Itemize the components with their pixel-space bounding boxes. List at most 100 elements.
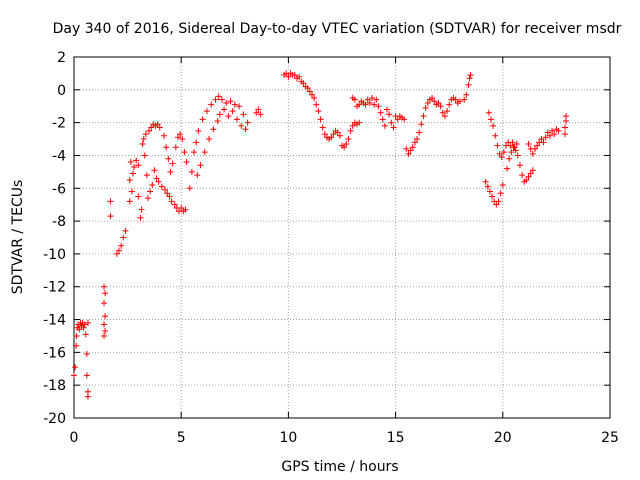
data-point (139, 140, 146, 147)
data-point (401, 116, 408, 123)
data-point (191, 149, 198, 156)
data-point (82, 331, 89, 338)
data-point (347, 127, 354, 134)
data-point (135, 162, 142, 169)
data-point (317, 116, 324, 123)
data-point (300, 80, 307, 87)
data-point (494, 142, 501, 149)
data-point (529, 150, 536, 157)
data-point (527, 170, 534, 177)
data-point (233, 116, 240, 123)
data-point (177, 131, 184, 138)
data-point (486, 188, 493, 195)
data-point (212, 96, 219, 103)
data-point (206, 136, 213, 143)
data-point (126, 198, 133, 205)
data-point (291, 72, 298, 79)
data-point (377, 109, 384, 116)
data-point (512, 147, 519, 154)
y-tick-label: 2 (57, 50, 66, 66)
data-point (330, 131, 337, 138)
data-point (373, 96, 380, 103)
data-point (188, 168, 195, 175)
data-point (343, 140, 350, 147)
data-point (178, 204, 185, 211)
data-point (236, 103, 243, 110)
data-point (437, 103, 444, 110)
data-point (128, 188, 135, 195)
x-tick-label: 5 (177, 430, 186, 446)
y-axis-label: SDTVAR / TECUs (10, 180, 26, 295)
data-point (131, 163, 138, 170)
data-point (356, 119, 363, 126)
data-point (140, 136, 147, 143)
data-point (311, 95, 318, 102)
data-point (147, 188, 154, 195)
data-point (167, 168, 174, 175)
y-tick-label: -12 (43, 280, 66, 296)
data-point (171, 201, 178, 208)
data-point (113, 250, 120, 257)
data-point (489, 193, 496, 200)
data-point (203, 108, 210, 115)
x-axis-label: GPS time / hours (281, 459, 398, 475)
data-point (495, 198, 502, 205)
data-point (199, 116, 206, 123)
data-point (519, 172, 526, 179)
data-point (506, 155, 513, 162)
data-point (551, 131, 558, 138)
data-point (321, 131, 328, 138)
data-point (409, 144, 416, 151)
y-tick-label: -20 (43, 411, 66, 427)
data-point (319, 124, 326, 131)
data-point (516, 162, 523, 169)
data-point (508, 149, 515, 156)
grid-lines (74, 57, 610, 418)
data-point (118, 242, 125, 249)
data-point (315, 108, 322, 115)
data-point (540, 139, 547, 146)
data-point (210, 126, 217, 133)
chart-title: Day 340 of 2016, Sidereal Day-to-day VTE… (53, 21, 622, 37)
y-tick-label: -6 (52, 181, 66, 197)
data-point (525, 140, 532, 147)
data-point (257, 111, 264, 118)
data-point (73, 342, 80, 349)
data-point (369, 95, 376, 102)
data-point (388, 119, 395, 126)
data-point (144, 195, 151, 202)
data-point (499, 181, 506, 188)
y-tick-label: -18 (43, 378, 66, 394)
data-point (122, 227, 129, 234)
data-point (379, 116, 386, 123)
data-point (193, 139, 200, 146)
data-point (83, 351, 90, 358)
data-point (544, 129, 551, 136)
data-point (102, 328, 109, 335)
data-point (101, 300, 108, 307)
data-point (151, 167, 158, 174)
x-tick-label: 20 (494, 430, 512, 446)
data-point (179, 136, 186, 143)
data-point (465, 81, 472, 88)
data-point (255, 106, 262, 113)
data-point (149, 181, 156, 188)
data-point (429, 95, 436, 102)
data-point (420, 113, 427, 120)
data-point (195, 127, 202, 134)
data-point (328, 134, 335, 141)
data-point (146, 127, 153, 134)
data-point (221, 106, 228, 113)
data-point (142, 131, 149, 138)
data-point (534, 142, 541, 149)
data-point (416, 129, 423, 136)
data-point (223, 99, 230, 106)
data-point (504, 165, 511, 172)
data-point (563, 113, 570, 120)
data-point (452, 96, 459, 103)
data-point (169, 160, 176, 167)
y-tick-label: -4 (52, 148, 66, 164)
data-point (197, 162, 204, 169)
data-point (107, 198, 114, 205)
data-point (116, 247, 123, 254)
